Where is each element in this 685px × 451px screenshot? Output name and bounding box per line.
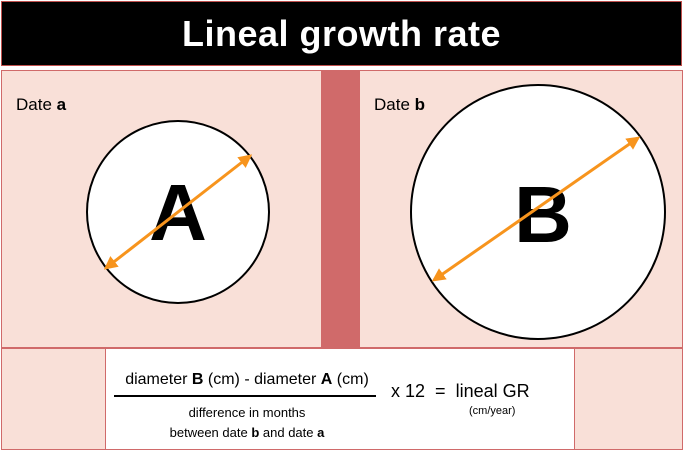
date-b-prefix: Date (374, 95, 415, 114)
date-b-letter: b (414, 95, 426, 114)
fraction-line (114, 395, 376, 397)
denominator-line-1: difference in months (188, 405, 306, 420)
date-a-letter: a (56, 95, 67, 114)
result-unit: (cm/year) (469, 405, 516, 417)
diameter-b-arrow (431, 136, 641, 282)
multiplier: x 12 (391, 381, 426, 401)
denominator-mid: and date (259, 425, 318, 440)
result-label: lineal GR (455, 381, 530, 401)
formula-box: diameter B (cm) - diameter A (cm) differ… (105, 348, 575, 450)
formula-rhs: x 12 = lineal GR (391, 381, 530, 402)
diameter-a-arrow (103, 154, 253, 270)
numerator-b: B (191, 371, 204, 388)
denominator-b: b (251, 425, 260, 440)
date-b-label: Date b (374, 95, 425, 115)
denominator-a: a (317, 425, 325, 440)
panel-divider (322, 70, 359, 348)
denominator-prefix: between date (169, 425, 252, 440)
title-bar: Lineal growth rate (1, 1, 682, 66)
formula-numerator: diameter B (cm) - diameter A (cm) (106, 371, 388, 389)
equals-sign: = (435, 381, 446, 401)
numerator-a: A (320, 371, 333, 388)
numerator-text-2: (cm) - diameter (203, 371, 321, 388)
numerator-text-3: (cm) (332, 371, 369, 388)
circles-diagram: A B (86, 84, 666, 340)
circle-b-letter: B (514, 170, 572, 259)
date-a-label: Date a (16, 95, 66, 115)
denominator-line-2: between date b and date a (106, 423, 388, 443)
formula-denominator: difference in months between date b and … (106, 403, 388, 443)
page-title: Lineal growth rate (181, 12, 502, 54)
date-a-prefix: Date (16, 95, 57, 114)
numerator-text-1: diameter (125, 371, 192, 388)
